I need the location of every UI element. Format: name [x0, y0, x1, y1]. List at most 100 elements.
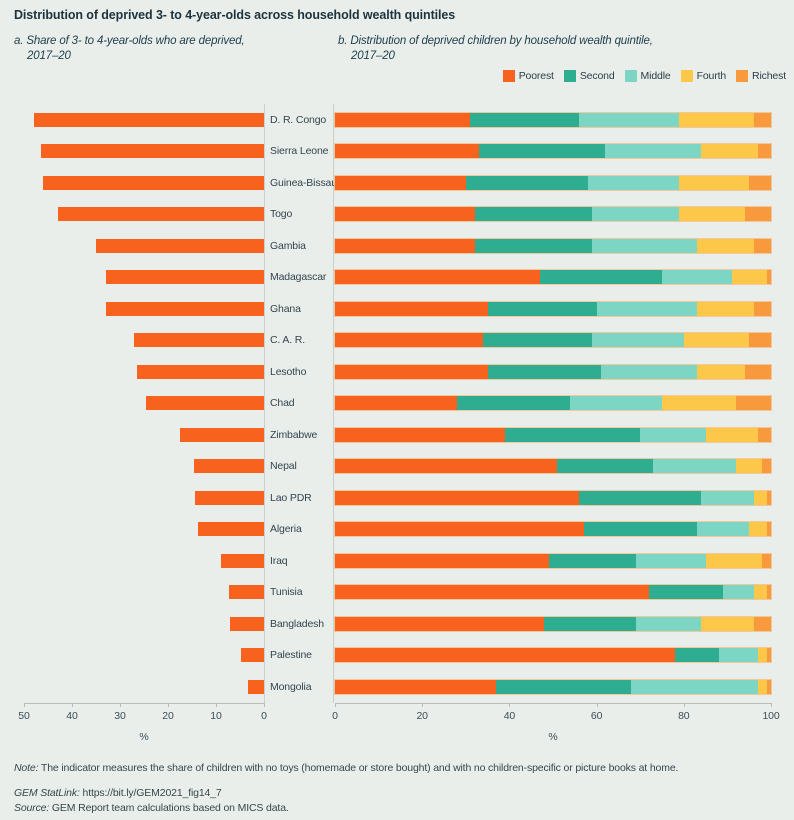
segment-middle: [600, 364, 697, 379]
stacked-bar: [334, 647, 772, 664]
share-bar: [96, 238, 264, 253]
legend-swatch-richest: [736, 70, 749, 82]
segment-fourth: [736, 459, 763, 474]
segment-poorest: [335, 648, 676, 663]
chart-row: Algeria: [14, 513, 794, 545]
stacked-bar-cell: [334, 230, 772, 262]
segment-middle: [696, 522, 750, 537]
segment-middle: [605, 144, 702, 159]
share-bar: [197, 522, 264, 537]
segment-poorest: [335, 679, 497, 694]
segment-fourth: [679, 207, 745, 222]
stacked-bar: [334, 237, 772, 254]
segment-richest: [744, 364, 771, 379]
axis-tick-label: 20: [162, 709, 174, 722]
chart-row: Ghana: [14, 293, 794, 325]
segment-fourth: [696, 238, 754, 253]
segment-richest: [736, 396, 771, 411]
legend-item-second: Second: [563, 70, 615, 82]
segment-fourth: [696, 301, 754, 316]
stacked-bar-cell: [334, 325, 772, 357]
country-label: Ghana: [270, 302, 301, 315]
chart-row: Bangladesh: [14, 608, 794, 640]
axis-panel-b: 0 20 40 60 80 100%: [332, 702, 780, 745]
segment-second: [548, 553, 636, 568]
segment-poorest: [335, 490, 580, 505]
segment-richest: [753, 616, 771, 631]
segment-fourth: [753, 585, 767, 600]
share-bar-cell: [14, 545, 264, 577]
stacked-bar-cell: [334, 104, 772, 136]
axis-tick-label: 30: [114, 709, 126, 722]
country-gutter: Lao PDR: [264, 482, 334, 514]
chart-row: Mongolia: [14, 671, 794, 703]
share-bar: [40, 144, 264, 159]
country-label: Guinea-Bissau: [270, 176, 337, 189]
panel-a-title-line1: a. Share of 3- to 4-year-olds who are de…: [14, 35, 245, 47]
legend-item-fourth: Fourth: [680, 70, 726, 82]
share-bar-cell: [14, 136, 264, 168]
country-gutter: D. R. Congo: [264, 104, 334, 136]
segment-middle: [570, 396, 662, 411]
country-gutter: Tunisia: [264, 576, 334, 608]
segment-middle: [596, 301, 697, 316]
segment-fourth: [731, 270, 767, 285]
share-bar: [194, 490, 264, 505]
segment-poorest: [335, 553, 549, 568]
segment-poorest: [335, 144, 479, 159]
country-gutter: Iraq: [264, 545, 334, 577]
segment-fourth: [696, 364, 745, 379]
axis-tick-label: 60: [590, 709, 603, 722]
source-line: Source: GEM Report team calculations bas…: [14, 801, 780, 816]
stacked-bar-cell: [334, 136, 772, 168]
stacked-bar: [334, 584, 772, 601]
share-bar-cell: [14, 293, 264, 325]
chart-row: Iraq: [14, 545, 794, 577]
stacked-bar: [334, 300, 772, 317]
legend-item-poorest: Poorest: [502, 70, 554, 82]
share-bar-cell: [14, 356, 264, 388]
segment-middle: [718, 648, 758, 663]
segment-second: [675, 648, 719, 663]
legend-swatch-poorest: [502, 70, 515, 82]
share-bar-cell: [14, 167, 264, 199]
share-bar-cell: [14, 451, 264, 483]
stacked-bar-cell: [334, 451, 772, 483]
segment-poorest: [335, 459, 558, 474]
statlink-text: https://bit.ly/GEM2021_fig14_7: [79, 786, 222, 799]
share-bar-cell: [14, 325, 264, 357]
chart-row: Madagascar: [14, 261, 794, 293]
segment-richest: [753, 112, 771, 127]
chart-row: Gambia: [14, 230, 794, 262]
axis-tick-label: 40: [503, 709, 516, 722]
share-bar: [57, 207, 264, 222]
axis-tick: [120, 702, 121, 707]
share-bar-cell: [14, 577, 264, 609]
legend: Poorest Second Middle Fourth Richest: [14, 68, 786, 84]
segment-fourth: [683, 333, 750, 348]
axis-tick: [216, 702, 217, 707]
share-bar: [33, 112, 264, 127]
axis-tick: [422, 702, 424, 707]
country-label: Nepal: [270, 460, 297, 473]
note-text: The indicator measures the share of chil…: [38, 761, 679, 774]
segment-poorest: [335, 301, 488, 316]
axis-tick: [509, 702, 511, 707]
chart-row: Nepal: [14, 450, 794, 483]
segment-poorest: [335, 396, 458, 411]
legend-swatch-second: [563, 70, 576, 82]
segment-middle: [640, 427, 706, 442]
segment-second: [496, 679, 632, 694]
segment-middle: [661, 270, 732, 285]
segment-middle: [701, 490, 754, 505]
country-gutter: Gambia: [264, 230, 334, 262]
segment-second: [465, 175, 588, 190]
share-bar-cell: [14, 104, 264, 136]
country-label: Madagascar: [270, 271, 327, 284]
note-line: Note: The indicator measures the share o…: [14, 761, 780, 776]
stacked-bar-cell: [334, 388, 772, 420]
segment-richest: [762, 553, 771, 568]
panel-b-title-line1: b. Distribution of deprived children by …: [338, 35, 653, 47]
segment-second: [474, 207, 593, 222]
stacked-bar: [334, 521, 772, 538]
